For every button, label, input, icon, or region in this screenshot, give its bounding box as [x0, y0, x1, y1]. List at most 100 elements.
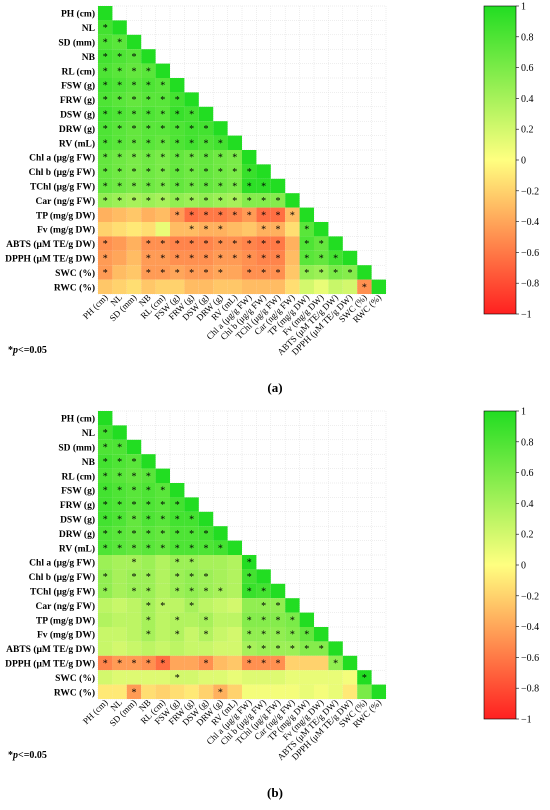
heatmap-cell	[184, 511, 199, 527]
significance-mark: *	[146, 601, 151, 612]
significance-mark: *	[247, 572, 252, 583]
colorbar-tick-label: 0.8	[521, 32, 534, 43]
heatmap-cell	[328, 670, 343, 685]
heatmap-cell	[141, 670, 156, 685]
heatmap-cell	[314, 641, 329, 656]
heatmap-cell	[342, 250, 358, 266]
heatmap-cell	[126, 92, 142, 107]
significance-mark: *	[175, 254, 180, 265]
heatmap-cell	[242, 583, 257, 599]
significance-mark: *	[319, 268, 324, 279]
significance-mark: *	[362, 282, 367, 293]
heatmap-cell	[328, 265, 343, 280]
heatmap-cell	[242, 207, 257, 222]
heatmap-cell	[242, 193, 257, 208]
heatmap-cell	[328, 250, 343, 266]
heatmap-cell	[155, 193, 170, 208]
heatmap-cell	[184, 641, 199, 656]
significance-mark: *	[333, 254, 338, 265]
significance-mark: *	[160, 124, 165, 135]
heatmap-cell	[184, 526, 199, 541]
heatmap-cell	[198, 150, 214, 165]
heatmap-cell	[242, 250, 257, 266]
heatmap-cell	[357, 265, 372, 280]
significance-mark: *	[204, 167, 209, 178]
heatmap-cell	[112, 670, 127, 685]
heatmap-cell	[328, 655, 343, 671]
heatmap-cell	[314, 627, 329, 642]
significance-mark: *	[146, 196, 151, 207]
row-label: RL (cm)	[61, 471, 95, 482]
heatmap-cell	[126, 655, 142, 671]
significance-mark: *	[304, 268, 309, 279]
heatmap-cell	[285, 655, 300, 671]
heatmap-cell	[170, 236, 185, 251]
heatmap-cell	[184, 164, 199, 179]
heatmap-cell	[98, 279, 113, 294]
heatmap-cell	[371, 279, 386, 294]
row-label: SWC (%)	[55, 268, 95, 279]
heatmap-cell	[299, 612, 314, 627]
significance-mark: *	[232, 167, 237, 178]
significance-mark: *	[261, 615, 266, 626]
row-label: Chl a (μg/g FW)	[29, 558, 95, 569]
heatmap-cell	[112, 655, 127, 671]
heatmap-cell	[141, 250, 156, 266]
heatmap-cell	[314, 670, 329, 685]
heatmap-cell	[126, 583, 142, 599]
significance-mark: *	[117, 543, 122, 554]
heatmap-cell	[141, 121, 156, 136]
significance-mark: *	[117, 124, 122, 135]
significance-mark: *	[232, 196, 237, 207]
significance-mark: *	[103, 196, 108, 207]
heatmap-cell	[270, 655, 286, 671]
significance-mark: *	[117, 153, 122, 164]
heatmap-cell	[170, 655, 185, 671]
significance-mark: *	[189, 196, 194, 207]
heatmap-cell	[285, 250, 300, 266]
heatmap-cell	[170, 279, 185, 294]
heatmap-cell	[299, 627, 314, 642]
heatmap-cell	[299, 265, 314, 280]
heatmap-cell	[126, 135, 142, 150]
significance-mark: *	[189, 529, 194, 540]
significance-mark: *	[247, 558, 252, 569]
heatmap-cell	[98, 612, 113, 627]
row-label: Chl b (μg/g FW)	[29, 167, 95, 178]
heatmap-cell	[98, 135, 113, 150]
colorbar-tick-label: 0.2	[521, 530, 534, 541]
significance-mark: *	[103, 38, 108, 49]
significance-mark: *	[204, 124, 209, 135]
significance-mark: *	[175, 268, 180, 279]
colorbar-tick-label: 1	[521, 407, 526, 418]
significance-mark: *	[146, 153, 151, 164]
heatmap-cell	[242, 655, 257, 671]
significance-mark: *	[319, 644, 324, 655]
significance-mark: *	[103, 500, 108, 511]
heatmap-cell	[184, 92, 199, 107]
colorbar-tick-label: −0.6	[521, 653, 539, 664]
colorbar-tick-label: −0.6	[521, 248, 539, 259]
heatmap-cell	[141, 555, 156, 570]
correlation-panel-a: PH (cm) * NL * * SD (mm) * * * NB * * * * RL (cm) * * * * *…	[5, 2, 539, 396]
heatmap-cell	[270, 598, 286, 613]
significance-mark: *	[276, 601, 281, 612]
significance-mark: *	[117, 457, 122, 468]
heatmap-cell	[98, 569, 113, 584]
heatmap-cell	[170, 222, 185, 237]
heatmap-cell	[98, 20, 113, 35]
significance-mark: *	[319, 239, 324, 250]
heatmap-cell	[170, 670, 185, 685]
row-label: RL (cm)	[61, 66, 95, 77]
significance-mark: *	[132, 124, 137, 135]
significance-mark: *	[261, 644, 266, 655]
significance-mark: *	[146, 254, 151, 265]
significance-mark: *	[189, 601, 194, 612]
significance-mark: *	[117, 443, 122, 454]
heatmap-cell	[155, 279, 170, 294]
heatmap-cell	[112, 511, 127, 527]
significance-mark: *	[175, 138, 180, 149]
heatmap-cell	[112, 135, 127, 150]
heatmap-cell	[227, 135, 242, 150]
significance-mark: *	[189, 167, 194, 178]
